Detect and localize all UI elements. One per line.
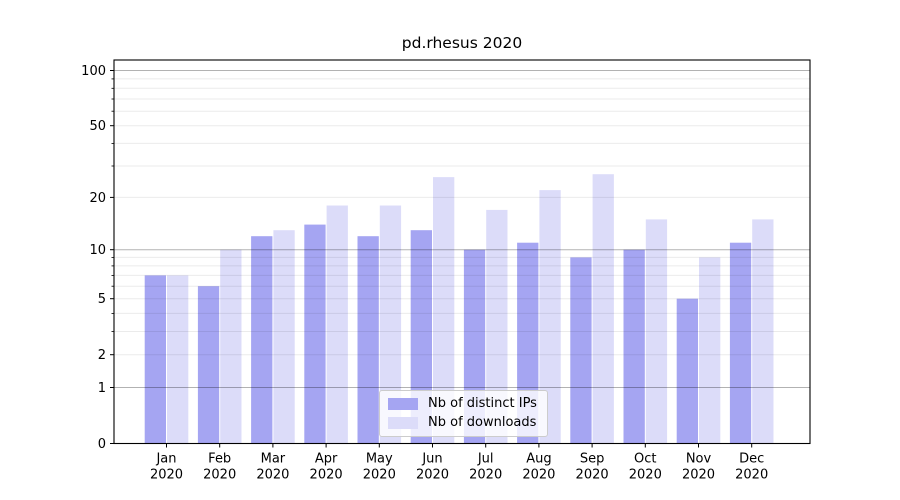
x-tick-label-jan: Jan 2020 — [150, 452, 183, 483]
x-tick-label-nov: Nov 2020 — [682, 452, 715, 483]
legend-item-downloads: Nb of downloads — [388, 415, 537, 430]
bar-distinct-ips-feb — [197, 286, 220, 444]
bar-downloads-feb — [220, 249, 242, 444]
bar-distinct-ips-apr — [304, 224, 326, 444]
y-tick-label-10: 10 — [89, 243, 106, 258]
bar-downloads-may — [379, 205, 402, 444]
x-tick-label-jun: Jun 2020 — [416, 452, 449, 483]
bar-distinct-ips-sep — [570, 257, 592, 444]
bar-downloads-jun — [433, 177, 455, 444]
y-tick-label-50: 50 — [89, 119, 106, 134]
x-tick-label-dec: Dec 2020 — [735, 452, 768, 483]
bar-downloads-oct — [645, 219, 668, 444]
x-tick-label-apr: Apr 2020 — [310, 452, 343, 483]
y-tick-label-2: 2 — [98, 348, 106, 363]
y-tick-label-100: 100 — [81, 64, 106, 79]
x-tick-label-sep: Sep 2020 — [576, 452, 609, 483]
legend-swatch-distinct-ips — [388, 397, 418, 410]
x-tick-label-may: May 2020 — [363, 452, 396, 483]
legend-item-distinct-ips: Nb of distinct IPs — [388, 396, 537, 411]
y-tick-label-1: 1 — [98, 381, 106, 396]
x-tick-label-mar: Mar 2020 — [256, 452, 289, 483]
legend: Nb of distinct IPs Nb of downloads — [379, 390, 548, 437]
legend-swatch-downloads — [388, 416, 418, 429]
x-tick-label-aug: Aug 2020 — [522, 452, 555, 483]
bar-downloads-apr — [326, 205, 348, 444]
legend-label-distinct-ips: Nb of distinct IPs — [428, 396, 537, 411]
bar-downloads-nov — [699, 257, 721, 444]
bar-downloads-sep — [592, 174, 614, 444]
bar-distinct-ips-dec — [729, 242, 752, 444]
bar-downloads-aug — [539, 190, 561, 444]
chart-title: pd.rhesus 2020 — [401, 34, 523, 52]
y-tick-label-20: 20 — [89, 191, 106, 206]
x-tick-label-oct: Oct 2020 — [629, 452, 662, 483]
bar-distinct-ips-oct — [623, 249, 645, 444]
y-tick-label-5: 5 — [98, 292, 106, 307]
x-tick-label-feb: Feb 2020 — [203, 452, 236, 483]
bar-downloads-jan — [167, 275, 189, 444]
bar-downloads-dec — [752, 219, 774, 444]
bar-distinct-ips-nov — [676, 298, 698, 444]
y-tick-label-0: 0 — [98, 437, 106, 452]
bar-distinct-ips-may — [357, 236, 379, 444]
plot-frame — [113, 59, 811, 445]
bar-distinct-ips-jan — [144, 275, 166, 444]
x-tick-label-jul: Jul 2020 — [469, 452, 502, 483]
bar-distinct-ips-mar — [251, 236, 273, 444]
legend-label-downloads: Nb of downloads — [428, 415, 537, 430]
bar-downloads-mar — [273, 230, 295, 444]
bar-downloads-jul — [486, 209, 508, 444]
